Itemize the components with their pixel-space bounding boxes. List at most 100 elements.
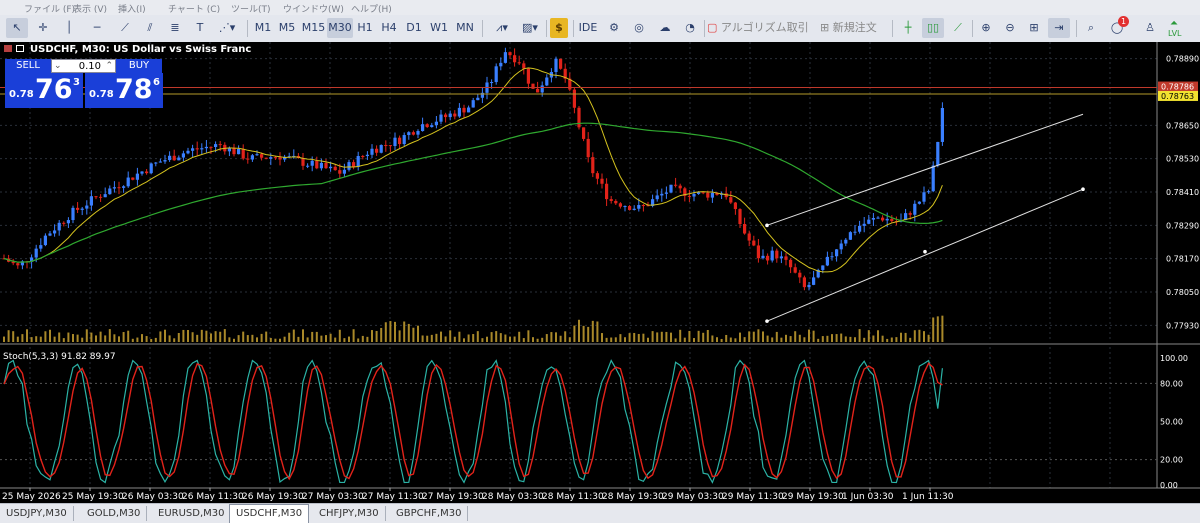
channel-icon[interactable]: ⫽ (147, 21, 153, 34)
lot-increase-icon[interactable]: ⌃ (105, 61, 113, 71)
candle-body (20, 261, 24, 266)
tf-m1[interactable]: M1 (254, 21, 272, 34)
bar-chart-icon[interactable]: ┼ (904, 21, 912, 34)
candle-body (848, 232, 852, 240)
menu-chart[interactable]: チャート (C) (168, 5, 221, 15)
volume-bar (334, 337, 337, 342)
zoom-out-icon[interactable]: ⊖ (1005, 21, 1015, 34)
sell-button[interactable]: SELL (5, 59, 51, 73)
menu-help[interactable]: ヘルプ(H) (351, 5, 392, 15)
tab-usdchf[interactable]: USDCHF,M30 (229, 504, 310, 523)
candle-body (177, 157, 181, 161)
lot-decrease-icon[interactable]: ⌄ (54, 61, 62, 71)
lot-size-input[interactable]: ⌄ 0.10 ⌃ (51, 59, 116, 73)
menu-window[interactable]: ウインドウ(W) (283, 5, 344, 15)
menu-view[interactable]: 表示 (V) (73, 5, 108, 15)
chart-window[interactable]: 0.78890 0.78650 0.78530 0.78410 0.78290 0.781… (0, 42, 1200, 503)
zoom-in-icon[interactable]: ⊕ (981, 21, 991, 34)
buy-price-prefix: 0.78 (89, 89, 114, 100)
volume-bar (904, 332, 907, 342)
buy-price-box[interactable]: 0.78 78 6 (85, 73, 163, 108)
cloud-icon[interactable]: ☁ (659, 21, 671, 34)
level-icon[interactable]: ⏶ LVL (1166, 18, 1194, 38)
strategy-tester-icon[interactable]: ⚙ (609, 21, 619, 34)
candle-body (756, 245, 760, 259)
tile-windows-icon[interactable]: ⊞ (1029, 21, 1039, 34)
tab-eurusd[interactable]: EURUSD,M30 (152, 506, 232, 521)
tf-m15[interactable]: M15 (301, 21, 326, 34)
channel-anchor-point (765, 319, 769, 323)
volume-bar (486, 336, 488, 342)
volume-bar (113, 334, 116, 342)
tab-usdjpy[interactable]: USDJPY,M30 (0, 506, 74, 521)
candle-body (664, 192, 668, 194)
tf-d1[interactable]: D1 (406, 21, 422, 34)
text-tool-icon[interactable]: T (196, 21, 204, 34)
candle-body (112, 187, 116, 189)
fibonacci-icon[interactable]: ≣ (170, 21, 180, 34)
horizontal-line-icon[interactable]: ─ (93, 21, 101, 34)
notification-badge: 1 (1118, 16, 1129, 27)
line-chart-icon[interactable]: ⟋ (954, 21, 962, 34)
tf-h4[interactable]: H4 (381, 21, 397, 34)
signals-icon[interactable]: ◎ (634, 21, 644, 34)
volume-bar (771, 337, 774, 342)
profile-icon[interactable]: ♙ (1145, 21, 1155, 34)
algo-stop-icon: ▢ (707, 21, 718, 34)
tab-gold[interactable]: GOLD,M30 (81, 506, 148, 521)
x-tick-label: 28 May 03:30 (482, 492, 544, 502)
volume-bar (417, 325, 419, 342)
tf-h1[interactable]: H1 (357, 21, 373, 34)
chart-canvas[interactable]: 0.788900.786500.785300.784100.782900.781… (0, 42, 1200, 503)
menu-file[interactable]: ファイル (F) (24, 5, 76, 15)
new-order-button[interactable]: ⊞ 新規注文 (820, 18, 890, 38)
shapes-icon[interactable]: ⋰▾ (218, 21, 236, 34)
notifications-icon[interactable]: ◯ 1 (1106, 16, 1129, 38)
candle-body (830, 256, 834, 258)
menu-tools[interactable]: ツール(T) (231, 5, 271, 15)
tf-m30[interactable]: M30 (327, 18, 353, 38)
tab-chfjpy[interactable]: CHFJPY,M30 (313, 506, 386, 521)
candle-body (646, 205, 650, 207)
cursor-icon[interactable]: ↖ (6, 18, 28, 38)
volume-bar (545, 334, 548, 342)
algo-trading-button[interactable]: ▢ アルゴリズム取引 (707, 18, 809, 38)
sell-price-box[interactable]: 0.78 76 3 (5, 73, 83, 108)
market-icon[interactable]: $ (550, 18, 568, 38)
volume-bar (752, 331, 755, 342)
x-tick-label: 1 Jun 11:30 (902, 492, 954, 502)
vertical-line-icon[interactable]: │ (65, 21, 73, 34)
candle-body (444, 114, 448, 118)
volume-bar (35, 336, 38, 342)
menu-insert[interactable]: 挿入(I) (118, 5, 146, 15)
trendline-icon[interactable]: ⟋ (121, 21, 129, 34)
candlestick-icon[interactable]: ▯▯ (922, 18, 944, 38)
volume-bar (141, 334, 143, 342)
tf-w1[interactable]: W1 (430, 21, 448, 34)
candle-body (453, 113, 457, 117)
stoch-signal-line (3, 362, 943, 481)
candle-body (66, 220, 70, 224)
indicators-icon[interactable]: ▨▾ (522, 21, 538, 34)
tf-mn[interactable]: MN (456, 21, 474, 34)
volume-bar (877, 330, 879, 342)
volume-bar (785, 334, 787, 342)
autoscroll-icon[interactable]: ⇥ (1048, 18, 1070, 38)
search-icon[interactable]: ⌕ (1087, 21, 1095, 34)
crosshair-icon[interactable]: ✛ (38, 21, 48, 34)
ide-button[interactable]: IDE (578, 21, 598, 34)
chart-type-icon[interactable]: ⩘▾ (496, 21, 508, 34)
tf-m5[interactable]: M5 (278, 21, 296, 34)
candle-body (48, 233, 52, 236)
volume-bar (219, 331, 222, 342)
candle-body (697, 192, 701, 194)
tab-gbpchf[interactable]: GBPCHF,M30 (390, 506, 469, 521)
volume-bar (136, 337, 139, 342)
candle-body (904, 213, 908, 221)
volume-bar (601, 333, 603, 342)
candle-body (715, 192, 719, 195)
volume-bar (81, 337, 84, 342)
vps-icon[interactable]: ◔ (685, 21, 695, 34)
volume-bar (292, 329, 295, 342)
buy-button[interactable]: BUY (116, 59, 162, 73)
